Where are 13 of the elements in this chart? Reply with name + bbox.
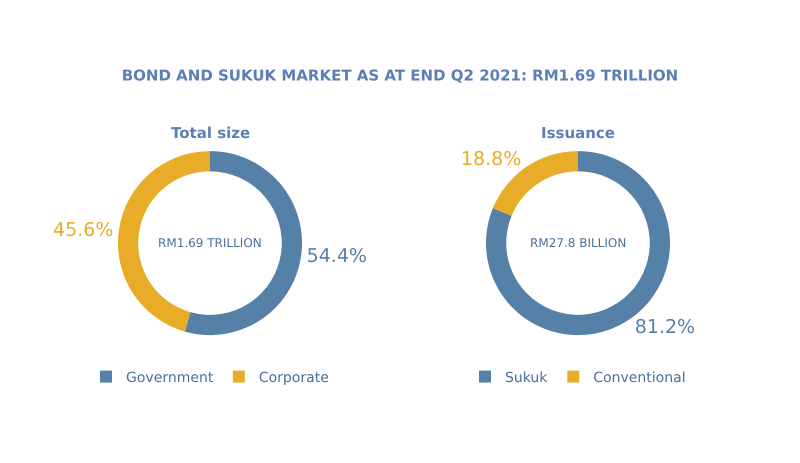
text: RM27.8 BILLION	[530, 236, 626, 250]
data-label: 18.8%	[460, 148, 522, 170]
text: RM1.69 TRILLION	[158, 236, 262, 250]
text: BOND AND SUKUK MARKET AS AT END Q2 2021: RM1.69 TRILLION	[122, 66, 678, 84]
legend-label: Government	[126, 370, 214, 386]
data-label: 81.2%	[634, 316, 696, 338]
chart-subtitle: Issuance	[541, 124, 615, 142]
chart-subtitle: Total size	[171, 124, 250, 142]
data-label: 54.4%	[306, 244, 367, 267]
legend-label: Corporate	[258, 370, 329, 386]
legend-label: Sukuk	[505, 370, 548, 386]
data-label: 45.6%	[53, 219, 114, 242]
legend-label: Conventional	[593, 370, 686, 386]
